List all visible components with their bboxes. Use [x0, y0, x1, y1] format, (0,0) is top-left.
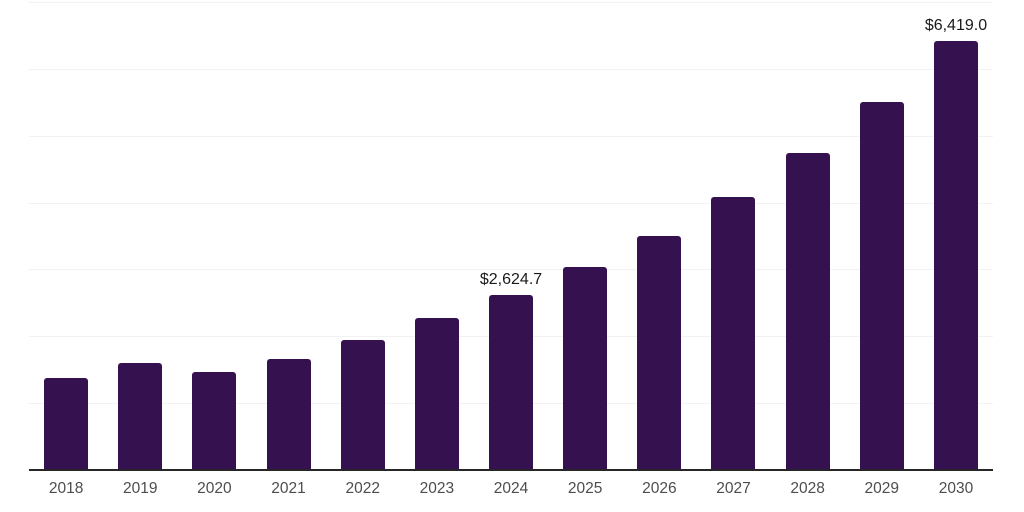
- bar-2020: [192, 372, 237, 470]
- bar-2030: [933, 40, 978, 470]
- bar-band-2023: [400, 2, 474, 470]
- plot-area: $2,624.7 $6,419.0: [29, 2, 993, 471]
- bar-band-2029: [845, 2, 919, 470]
- x-tick-2018: 2018: [48, 480, 84, 497]
- bar-2019: [118, 363, 163, 470]
- gridline-4000: [29, 202, 993, 204]
- bar-band-2020: [177, 2, 251, 470]
- bar-2023: [414, 318, 459, 470]
- bar-2027: [711, 197, 756, 470]
- x-tick-2027: 2027: [716, 480, 751, 497]
- bar-band-2018: [29, 2, 103, 470]
- bar-2018: [44, 378, 89, 470]
- x-tick-2019: 2019: [122, 480, 158, 497]
- x-tick-2024: 2024: [493, 480, 529, 497]
- bar-series: $2,624.7 $6,419.0: [29, 2, 993, 470]
- bar-band-2022: [326, 2, 400, 470]
- bar-2026: [637, 236, 682, 470]
- x-tick-2026: 2026: [642, 480, 677, 497]
- bar-band-2024: $2,624.7: [474, 2, 548, 470]
- x-tick-2020: 2020: [197, 480, 232, 497]
- x-tick-2029: 2029: [864, 480, 900, 497]
- bar-band-2021: [251, 2, 325, 470]
- bar-band-2030: $6,419.0: [919, 2, 993, 470]
- x-tick-2021: 2021: [271, 480, 306, 497]
- gridline-6000: [29, 68, 993, 70]
- bar-2028: [785, 153, 830, 470]
- bar-2025: [563, 267, 608, 470]
- bar-band-2019: [103, 2, 177, 470]
- bar-band-2026: [622, 2, 696, 470]
- bar-2029: [859, 102, 904, 470]
- x-tick-2025: 2025: [567, 480, 603, 497]
- value-label-2030: $6,419.0: [924, 16, 988, 34]
- gridline-3000: [29, 269, 993, 271]
- x-tick-2023: 2023: [419, 480, 455, 497]
- x-axis-line: [29, 469, 993, 471]
- bar-2022: [340, 339, 385, 470]
- x-tick-2030: 2030: [938, 480, 974, 497]
- bar-band-2027: [696, 2, 770, 470]
- gridline-7000: [29, 2, 993, 3]
- gridline-5000: [29, 135, 993, 137]
- bar-2021: [266, 359, 311, 470]
- bar-band-2028: [771, 2, 845, 470]
- bar-band-2025: [548, 2, 622, 470]
- bar-2024: [489, 294, 534, 470]
- value-label-2024: $2,624.7: [479, 270, 543, 288]
- x-tick-2022: 2022: [345, 480, 380, 497]
- x-axis-labels: 2018 2019 2020 2021 2022 2023 2024 2025 2026 2027…: [29, 480, 993, 499]
- x-tick-2028: 2028: [790, 480, 825, 497]
